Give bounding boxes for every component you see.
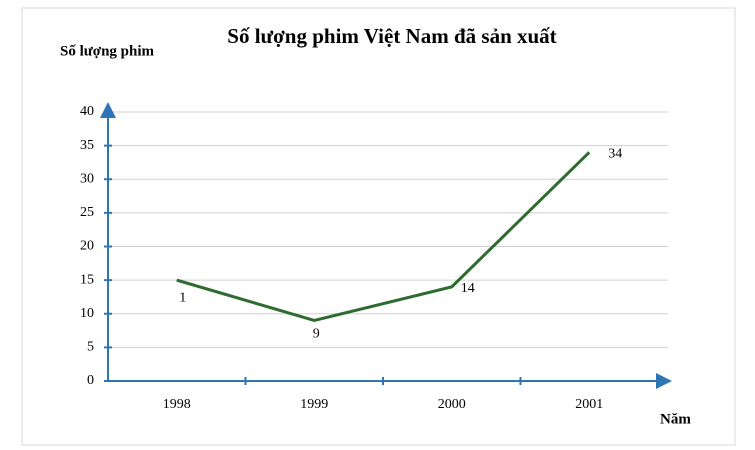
y-tick-label: 5 (87, 340, 94, 355)
y-tick-label: 35 (80, 138, 94, 153)
frame (21, 7, 736, 446)
x-tick-label: 1999 (300, 397, 328, 412)
x-tick-label: 2000 (438, 397, 466, 412)
y-tick-label: 40 (80, 104, 94, 119)
line (176, 151, 591, 323)
data-label: 9 (313, 327, 320, 342)
data-label: 14 (461, 281, 475, 296)
data-label: 34 (608, 147, 622, 162)
x-tick-label: 2001 (575, 397, 603, 412)
chart-title: Số lượng phim Việt Nam đã sản xuất (227, 24, 556, 48)
y-tick-label: 15 (80, 272, 94, 287)
y-tick-label: 10 (80, 306, 94, 321)
data-label: 1 (179, 290, 186, 305)
y-tick-label: 30 (80, 171, 94, 186)
y-tick-label: 25 (80, 205, 94, 220)
x-tick-label: 1998 (163, 397, 191, 412)
y-axis-title: Số lượng phim (60, 43, 155, 59)
y-tick-label: 20 (80, 239, 94, 254)
x-axis-title: Năm (660, 411, 691, 427)
y-tick-label: 0 (87, 373, 94, 388)
